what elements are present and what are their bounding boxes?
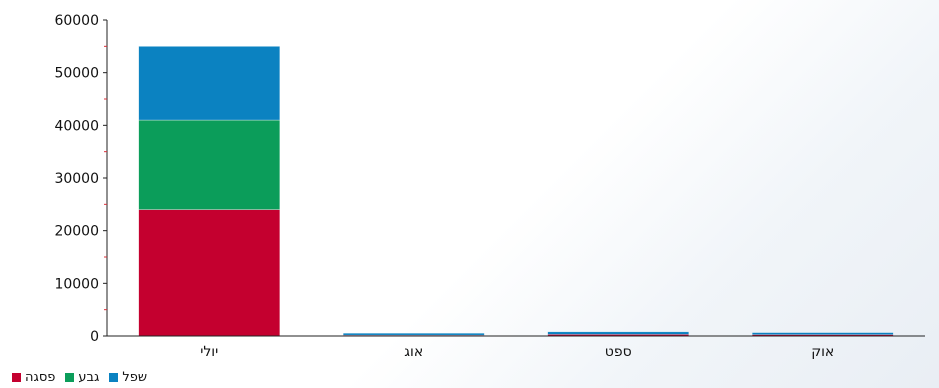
legend-label: שפל — [122, 370, 148, 385]
y-tick-label: 40000 — [54, 118, 99, 134]
bar-segment — [138, 46, 281, 121]
x-axis: יולי אוג ספט אוק — [107, 335, 925, 360]
legend-item: גבע — [65, 370, 99, 385]
bar-segment — [342, 332, 485, 336]
legend-item: שפל — [109, 370, 147, 385]
legend-item: פסגה — [12, 370, 55, 385]
legend-swatch — [65, 373, 75, 382]
y-tick-label: 0 — [90, 329, 99, 345]
bar-segment — [138, 209, 281, 337]
y-tick-label: 60000 — [54, 13, 99, 29]
legend: פסגה גבע שפל — [12, 370, 147, 385]
legend-swatch — [12, 373, 21, 382]
x-tick-label: אוק — [811, 344, 834, 360]
x-tick-label: יולי — [200, 344, 218, 360]
bar-segment — [751, 332, 894, 335]
y-axis: 0 10000 20000 30000 40000 50000 60000 — [54, 13, 108, 345]
legend-label: פסגה — [25, 370, 56, 385]
y-tick-label: 30000 — [54, 171, 99, 187]
bar-segment — [547, 331, 690, 335]
y-tick-label: 10000 — [54, 276, 99, 292]
x-tick-label: אוג — [404, 344, 423, 360]
legend-label: גבע — [78, 370, 100, 385]
x-tick-label: ספט — [605, 344, 632, 360]
bar-segment — [138, 119, 281, 210]
y-tick-label: 20000 — [54, 224, 99, 240]
bars — [138, 46, 894, 337]
y-tick-label: 50000 — [54, 66, 99, 82]
legend-swatch — [109, 373, 119, 382]
